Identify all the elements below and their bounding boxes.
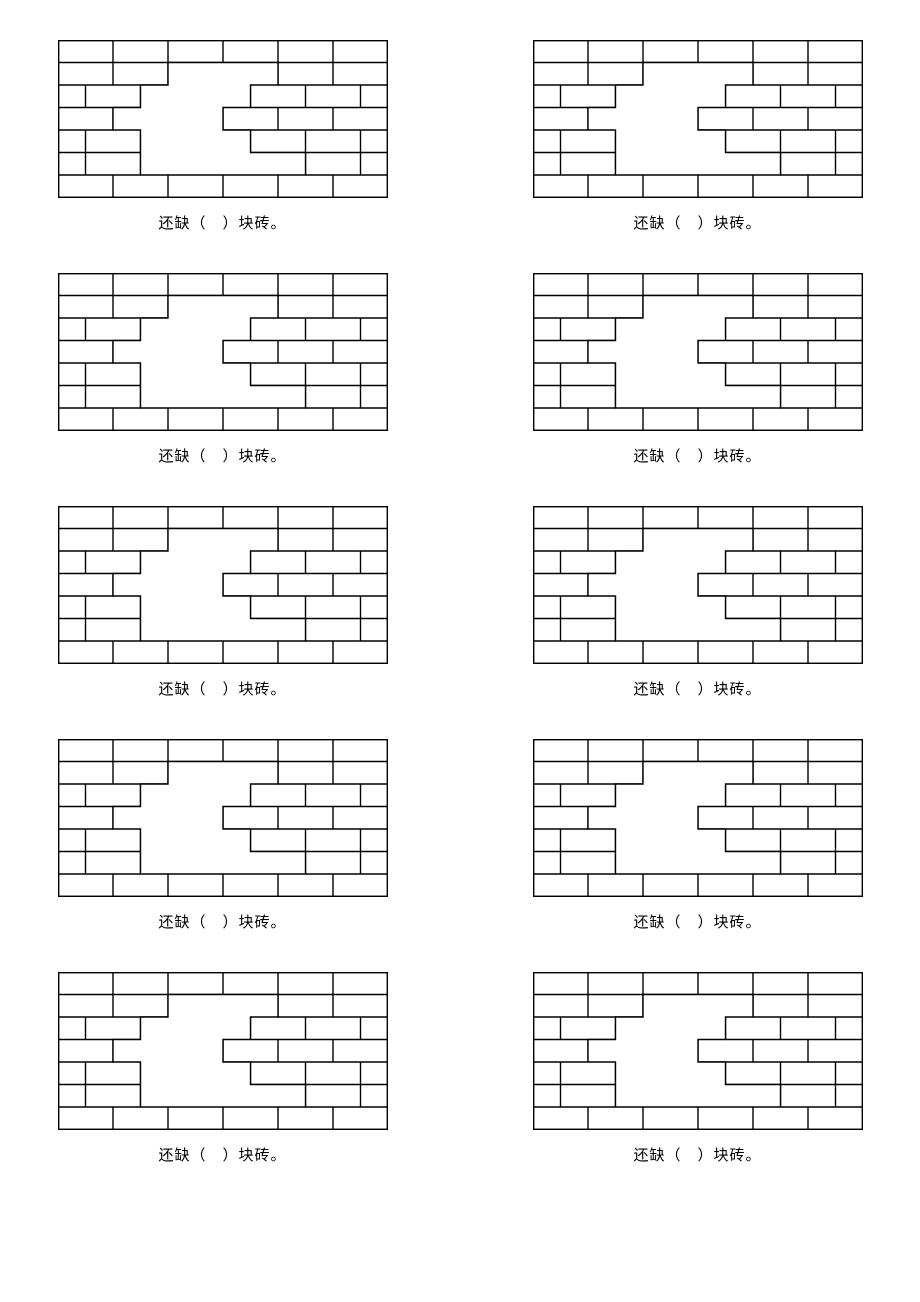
caption-prefix: 还缺（ xyxy=(158,682,206,698)
caption: 还缺（ ）块砖。 xyxy=(633,445,761,466)
caption: 还缺（ ）块砖。 xyxy=(633,212,761,233)
caption-suffix: ）块砖。 xyxy=(698,682,762,698)
worksheet-item: 还缺（ ）块砖。 xyxy=(30,40,415,233)
caption: 还缺（ ）块砖。 xyxy=(158,212,286,233)
caption-suffix: ）块砖。 xyxy=(698,216,762,232)
brick-wall-diagram xyxy=(533,972,863,1130)
worksheet-item: 还缺（ ）块砖。 xyxy=(505,506,890,699)
caption-blank xyxy=(206,915,222,931)
brick-wall-diagram xyxy=(533,40,863,198)
brick-wall-diagram xyxy=(58,739,388,897)
caption-blank xyxy=(206,449,222,465)
caption-prefix: 还缺（ xyxy=(633,915,681,931)
caption: 还缺（ ）块砖。 xyxy=(633,911,761,932)
brick-wall-diagram xyxy=(58,972,388,1130)
caption-prefix: 还缺（ xyxy=(633,449,681,465)
caption: 还缺（ ）块砖。 xyxy=(633,1144,761,1165)
caption: 还缺（ ）块砖。 xyxy=(158,911,286,932)
worksheet-item: 还缺（ ）块砖。 xyxy=(30,273,415,466)
worksheet-item: 还缺（ ）块砖。 xyxy=(30,506,415,699)
caption: 还缺（ ）块砖。 xyxy=(158,678,286,699)
caption-suffix: ）块砖。 xyxy=(698,449,762,465)
caption-prefix: 还缺（ xyxy=(158,216,206,232)
caption-blank xyxy=(681,1148,697,1164)
brick-wall-diagram xyxy=(533,273,863,431)
caption-suffix: ）块砖。 xyxy=(698,1148,762,1164)
caption-suffix: ）块砖。 xyxy=(223,915,287,931)
caption-blank xyxy=(681,216,697,232)
caption-suffix: ）块砖。 xyxy=(223,216,287,232)
worksheet-item: 还缺（ ）块砖。 xyxy=(505,273,890,466)
brick-wall-diagram xyxy=(58,506,388,664)
caption: 还缺（ ）块砖。 xyxy=(158,445,286,466)
worksheet-item: 还缺（ ）块砖。 xyxy=(30,739,415,932)
caption-suffix: ）块砖。 xyxy=(223,1148,287,1164)
brick-wall-diagram xyxy=(58,273,388,431)
brick-wall-diagram xyxy=(58,40,388,198)
worksheet-item: 还缺（ ）块砖。 xyxy=(505,972,890,1165)
worksheet-item: 还缺（ ）块砖。 xyxy=(30,972,415,1165)
caption-prefix: 还缺（ xyxy=(633,216,681,232)
caption-suffix: ）块砖。 xyxy=(223,682,287,698)
caption: 还缺（ ）块砖。 xyxy=(633,678,761,699)
worksheet-item: 还缺（ ）块砖。 xyxy=(505,40,890,233)
caption-blank xyxy=(206,216,222,232)
brick-wall-diagram xyxy=(533,506,863,664)
brick-wall-diagram xyxy=(533,739,863,897)
caption-blank xyxy=(206,1148,222,1164)
caption-prefix: 还缺（ xyxy=(633,682,681,698)
caption-blank xyxy=(681,915,697,931)
worksheet-item: 还缺（ ）块砖。 xyxy=(505,739,890,932)
caption-blank xyxy=(681,449,697,465)
caption-prefix: 还缺（ xyxy=(158,915,206,931)
caption-blank xyxy=(206,682,222,698)
caption-suffix: ）块砖。 xyxy=(698,915,762,931)
caption: 还缺（ ）块砖。 xyxy=(158,1144,286,1165)
caption-prefix: 还缺（ xyxy=(158,1148,206,1164)
caption-prefix: 还缺（ xyxy=(158,449,206,465)
caption-prefix: 还缺（ xyxy=(633,1148,681,1164)
caption-blank xyxy=(681,682,697,698)
caption-suffix: ）块砖。 xyxy=(223,449,287,465)
